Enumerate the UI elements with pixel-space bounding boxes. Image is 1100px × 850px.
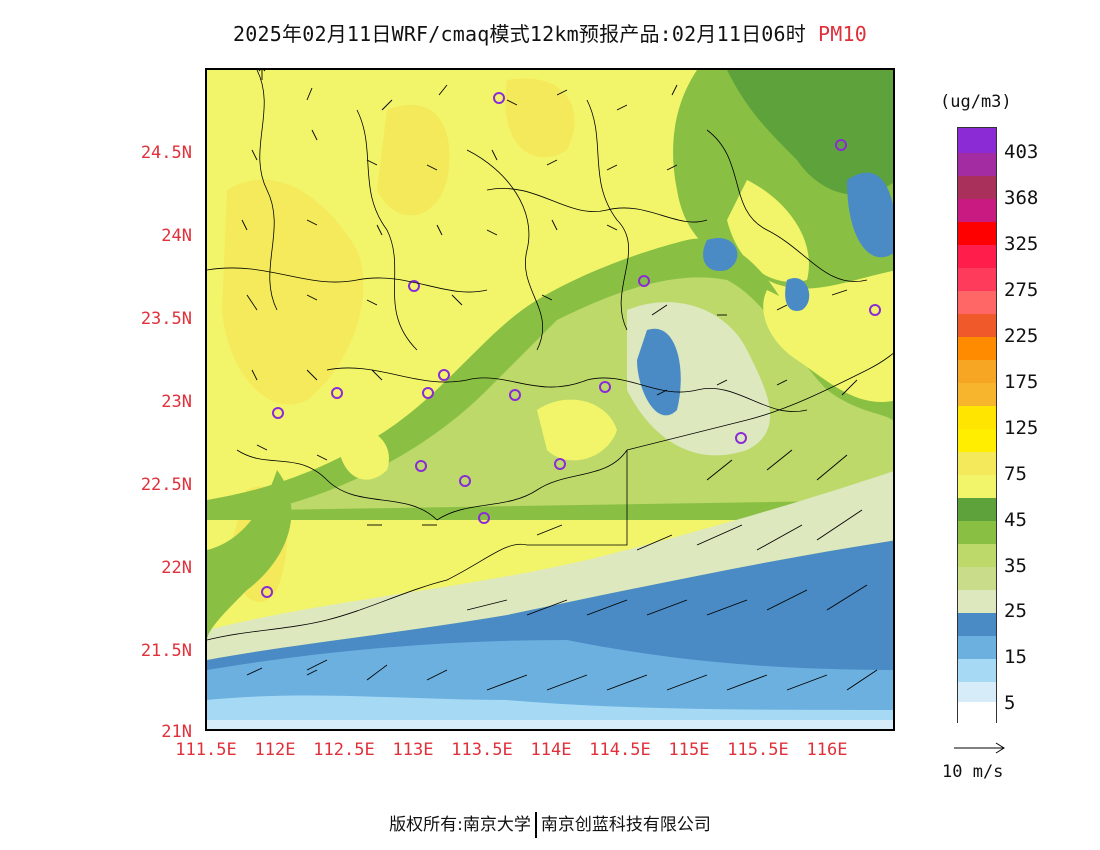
- lon-label-113-5E: 113.5E: [451, 740, 513, 760]
- lat-label-22N: 22N: [161, 558, 192, 578]
- lon-label-116E: 116E: [806, 740, 848, 760]
- lat-label-23N: 23N: [161, 392, 192, 412]
- copyright-company: 南京创蓝科技有限公司: [540, 815, 711, 835]
- wind-key-label: 10 m/s: [942, 762, 1004, 782]
- legend-label-35: 35: [1004, 555, 1027, 577]
- forecast-map[interactable]: [205, 68, 895, 731]
- lat-label-24-5N: 24.5N: [140, 143, 192, 163]
- lon-label-115E: 115E: [668, 740, 710, 760]
- legend-unit: (ug/m3): [940, 92, 1012, 112]
- lon-label-113E: 113E: [392, 740, 434, 760]
- legend-label-175: 175: [1004, 371, 1039, 393]
- lon-label-112-5E: 112.5E: [313, 740, 375, 760]
- title-text: 2025年02月11日WRF/cmaq模式12km预报产品:02月11日06时: [233, 22, 806, 46]
- legend-label-325: 325: [1004, 233, 1039, 255]
- map-title: 2025年02月11日WRF/cmaq模式12km预报产品:02月11日06时 P…: [0, 18, 1100, 47]
- legend-label-15: 15: [1004, 646, 1027, 668]
- lat-label-21-5N: 21.5N: [140, 641, 192, 661]
- lat-label-21N: 21N: [161, 722, 192, 742]
- legend-label-368: 368: [1004, 187, 1039, 209]
- concentration-field: [207, 70, 893, 729]
- legend-label-403: 403: [1004, 141, 1039, 163]
- copyright-owner: 版权所有:南京大学: [389, 815, 531, 835]
- legend-label-45: 45: [1004, 509, 1027, 531]
- lat-label-22-5N: 22.5N: [140, 475, 192, 495]
- legend-label-25: 25: [1004, 600, 1027, 622]
- legend-label-125: 125: [1004, 417, 1039, 439]
- legend-label-275: 275: [1004, 279, 1039, 301]
- lat-label-24N: 24N: [161, 226, 192, 246]
- lon-label-111-5E: 111.5E: [175, 740, 237, 760]
- footer-divider: [534, 812, 537, 838]
- lon-label-114E: 114E: [530, 740, 572, 760]
- lon-label-112E: 112E: [254, 740, 296, 760]
- wind-key-arrow-icon: [954, 742, 1005, 754]
- lat-label-23-5N: 23.5N: [140, 309, 192, 329]
- pollutant-label: PM10: [817, 22, 867, 46]
- legend-label-75: 75: [1004, 463, 1027, 485]
- legend-label-225: 225: [1004, 325, 1039, 347]
- lon-label-115-5E: 115.5E: [727, 740, 789, 760]
- color-legend: [957, 127, 997, 724]
- lon-label-114-5E: 114.5E: [589, 740, 651, 760]
- copyright-footer: 版权所有:南京大学 南京创蓝科技有限公司: [0, 810, 1100, 838]
- legend-label-5: 5: [1004, 692, 1016, 714]
